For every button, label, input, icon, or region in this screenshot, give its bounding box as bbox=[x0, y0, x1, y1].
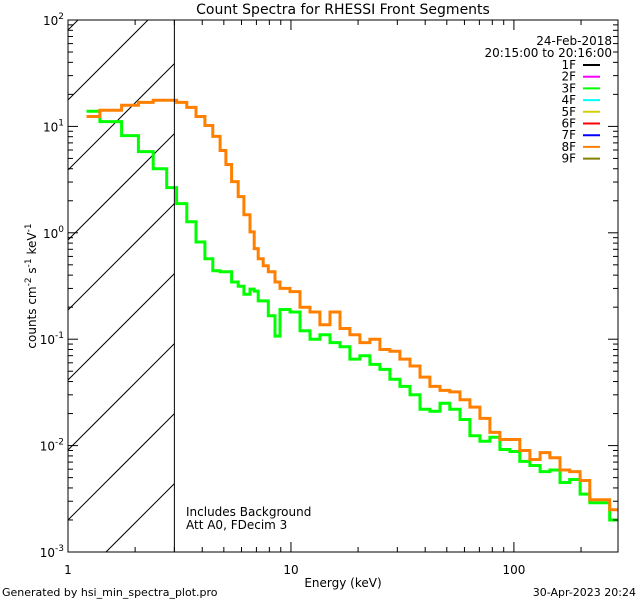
series-line-3F bbox=[86, 109, 618, 522]
hatch-line bbox=[105, 483, 175, 553]
x-tick-label: 1 bbox=[64, 563, 72, 577]
legend-label: 6F bbox=[561, 117, 576, 131]
x-axis-label: Energy (keV) bbox=[304, 576, 381, 590]
legend-label: 7F bbox=[561, 128, 576, 142]
time-range-label: 20:15:00 to 20:16:00 bbox=[485, 46, 612, 60]
chart-title: Count Spectra for RHESSI Front Segments bbox=[196, 2, 490, 18]
shaded-attenuator-region bbox=[67, 19, 175, 553]
legend-label: 1F bbox=[561, 58, 576, 72]
x-tick-label: 100 bbox=[502, 563, 525, 577]
y-tick-label: 10-3 bbox=[40, 544, 64, 560]
y-tick-label: 102 bbox=[43, 12, 64, 28]
y-tick-label: 10-2 bbox=[40, 438, 64, 454]
legend-label: 3F bbox=[561, 81, 576, 95]
plot-frame bbox=[67, 19, 619, 553]
hatch-line bbox=[67, 63, 175, 171]
y-tick-label: 10-1 bbox=[40, 331, 64, 347]
legend-label: 4F bbox=[561, 93, 576, 107]
legend-label: 9F bbox=[561, 152, 576, 166]
generated-by-label: Generated by hsi_min_spectra_plot.pro bbox=[2, 586, 218, 599]
x-tick-label: 10 bbox=[283, 563, 298, 577]
hatch-line bbox=[67, 133, 175, 241]
hatch-line bbox=[67, 413, 175, 521]
y-tick-label: 100 bbox=[43, 225, 64, 241]
date-label: 24-Feb-2018 bbox=[536, 34, 612, 48]
series-line-8F bbox=[86, 98, 618, 512]
hatch-line bbox=[67, 343, 175, 451]
legend-label: 5F bbox=[561, 105, 576, 119]
hatch-line bbox=[67, 19, 149, 101]
legend-label: 8F bbox=[561, 140, 576, 154]
hatch-line bbox=[67, 203, 175, 311]
annotation-background: Includes Background bbox=[186, 505, 311, 519]
y-axis-label: counts cm-2 s-1 keV-1 bbox=[24, 223, 39, 348]
hatch-line bbox=[67, 273, 175, 381]
annotation-attenuator: Att A0, FDecim 3 bbox=[186, 518, 287, 532]
y-tick-label: 101 bbox=[43, 118, 64, 134]
timestamp-label: 30-Apr-2023 20:24 bbox=[533, 586, 636, 599]
legend-label: 2F bbox=[561, 70, 576, 84]
